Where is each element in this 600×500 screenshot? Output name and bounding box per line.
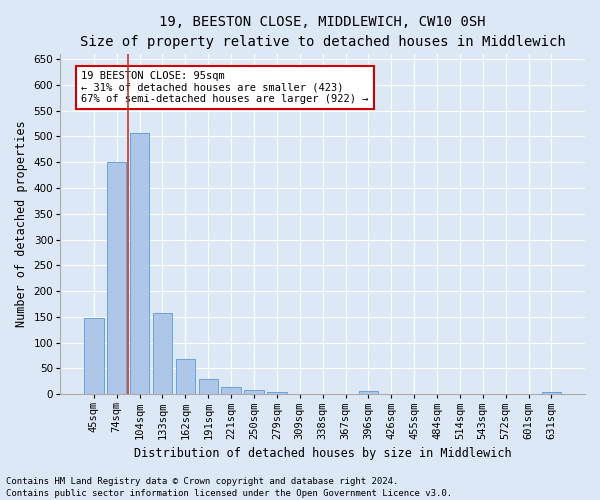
X-axis label: Distribution of detached houses by size in Middlewich: Distribution of detached houses by size … (134, 447, 511, 460)
Bar (130, 132, 149, 394)
Y-axis label: Number of detached properties: Number of detached properties (15, 120, 28, 328)
Bar (153, 312, 172, 394)
Text: 19 BEESTON CLOSE: 95sqm
← 31% of detached houses are smaller (423)
67% of semi-d: 19 BEESTON CLOSE: 95sqm ← 31% of detache… (81, 71, 369, 104)
Bar (107, 162, 127, 394)
Bar (267, 392, 287, 394)
Bar (221, 387, 241, 394)
Bar (176, 359, 195, 394)
Bar (542, 392, 561, 394)
Bar (244, 390, 264, 394)
Bar (84, 318, 104, 394)
Title: 19, BEESTON CLOSE, MIDDLEWICH, CW10 0SH
Size of property relative to detached ho: 19, BEESTON CLOSE, MIDDLEWICH, CW10 0SH … (80, 15, 566, 48)
Bar (359, 391, 378, 394)
Text: Contains HM Land Registry data © Crown copyright and database right 2024.
Contai: Contains HM Land Registry data © Crown c… (6, 476, 452, 498)
Bar (199, 379, 218, 394)
